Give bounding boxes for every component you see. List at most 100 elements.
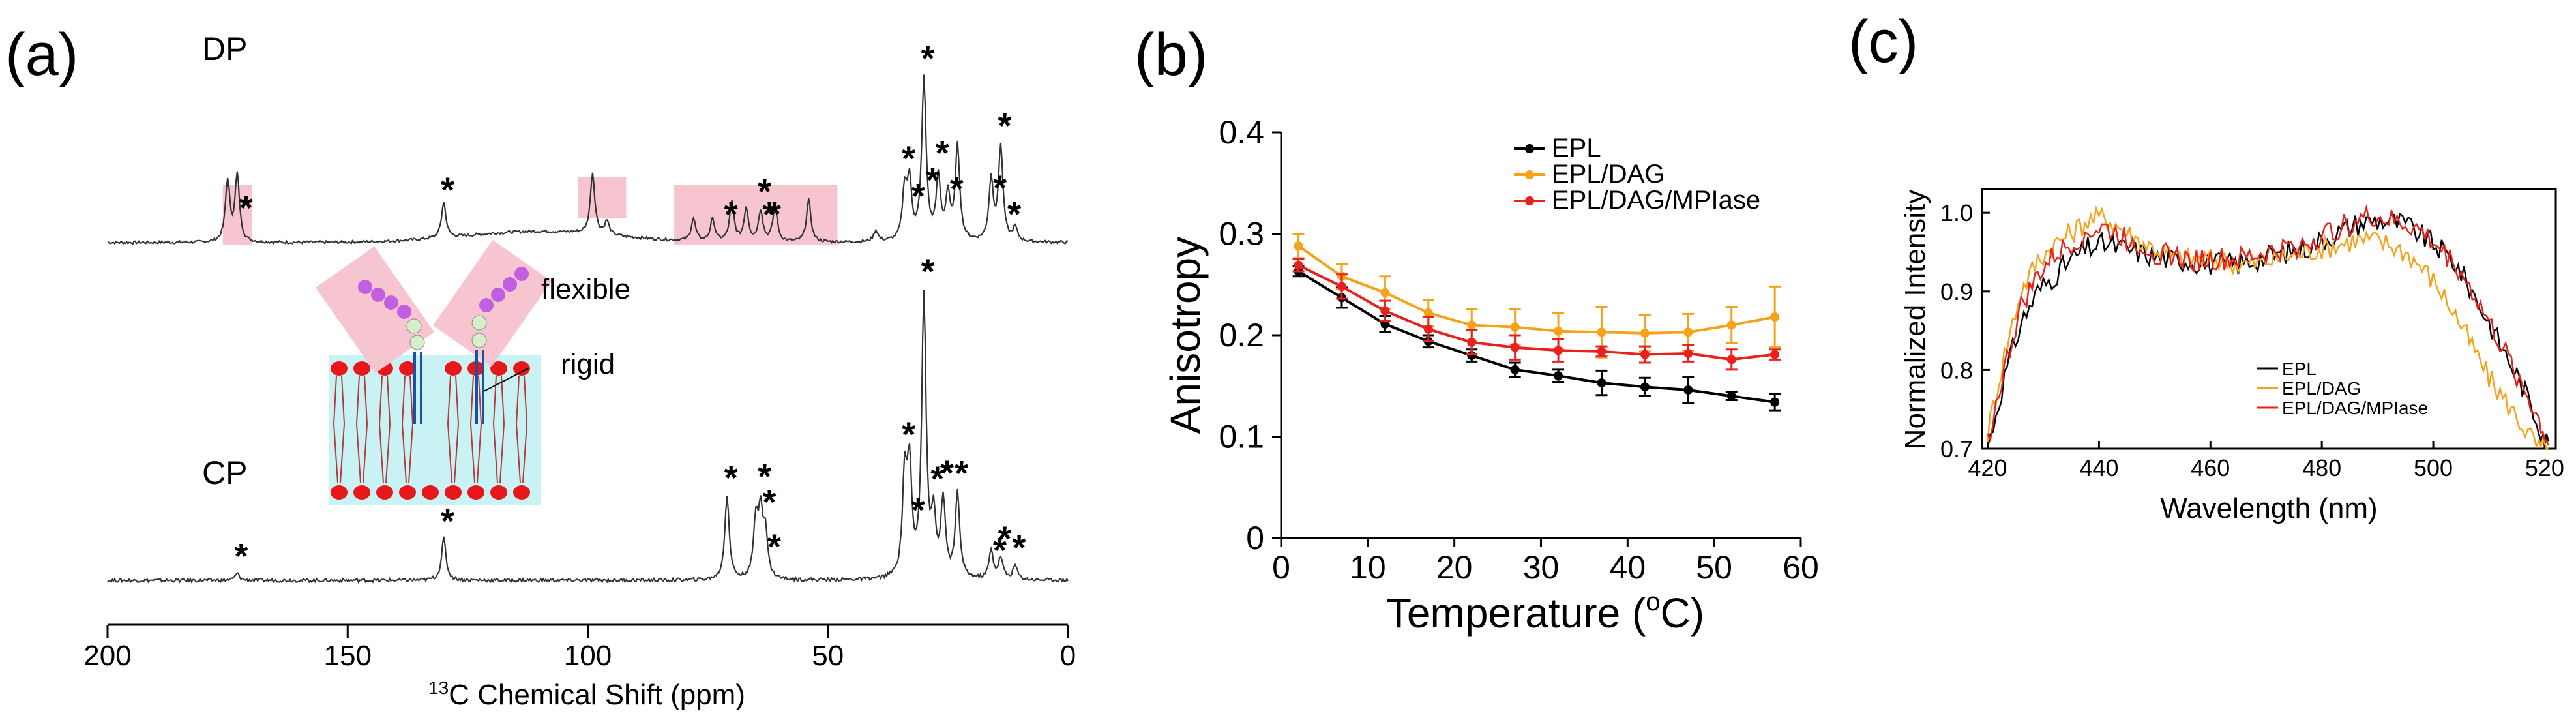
c-series-epl-dag-mpiase: [1987, 204, 2549, 445]
b-series-line: [1297, 263, 1775, 361]
b-data-point: [1380, 306, 1390, 316]
peak-star: *: [911, 490, 925, 530]
peak-star: *: [234, 537, 248, 576]
b-x-tick-label: 30: [1523, 549, 1560, 586]
b-y-tick-label: 0: [1246, 520, 1264, 556]
b-series-epl-dag: [1292, 233, 1781, 359]
lipid-head-top: [399, 361, 416, 376]
peak-star: *: [762, 483, 776, 522]
peak-star: *: [724, 195, 738, 234]
b-data-point: [1467, 351, 1477, 361]
peak-star: *: [921, 39, 935, 78]
lipid-tail-pair: [355, 375, 368, 483]
sugar-unit: [491, 288, 505, 302]
peak-star: *: [950, 170, 964, 209]
b-data-point: [1597, 378, 1606, 388]
rigid-pointer: [483, 368, 529, 392]
peak-star: *: [936, 134, 949, 173]
lipid-head-bottom: [331, 485, 348, 500]
b-x-axis-title: Temperature (oC): [1386, 588, 1704, 637]
b-data-point: [1640, 328, 1650, 338]
lipid-tail-pair: [492, 375, 505, 483]
c-y-tick-label: 0.8: [1940, 357, 1973, 383]
c-x-axis-title: Wavelength (nm): [2160, 492, 2377, 524]
b-y-tick-label: 0.1: [1219, 419, 1264, 455]
b-data-point: [1467, 320, 1477, 330]
peak-star: *: [758, 172, 771, 211]
peak-star: *: [239, 188, 253, 228]
b-data-point: [1294, 241, 1303, 251]
lipid-head-top: [513, 361, 530, 376]
cp-spectrum-trace: [107, 290, 1069, 584]
lipid-head-top: [353, 361, 370, 376]
b-x-tick-label: 10: [1350, 549, 1386, 586]
b-legend-label: EPL/DAG: [1552, 160, 1665, 188]
lipid-tail-pair: [401, 375, 414, 483]
lipid-head-bottom: [353, 485, 370, 500]
sugar-unit: [397, 305, 411, 319]
sugar-unit: [514, 267, 529, 281]
peak-star: *: [955, 454, 968, 493]
c-legend-label: EPL/DAG: [2282, 378, 2361, 398]
b-data-point: [1380, 288, 1390, 297]
b-data-point: [1423, 308, 1433, 318]
b-y-ticks: 0 0.1 0.2 0.3 0.4: [1219, 114, 1281, 556]
peak-star: *: [762, 195, 776, 234]
peak-markers: * *********** ****** ******** *** *: [234, 39, 1026, 576]
c-x-tick-label: 520: [2525, 455, 2564, 481]
b-x-ticks: 0 10 20 30 40 50 60: [1272, 538, 1819, 586]
b-data-point: [1554, 346, 1563, 355]
lipid-tail-pair: [333, 375, 346, 483]
peak-star: *: [1007, 194, 1021, 233]
peak-star: *: [767, 194, 781, 233]
b-data-point: [1554, 326, 1563, 336]
peak-star: *: [441, 502, 454, 541]
a-x-tick-label: 150: [324, 640, 372, 672]
peak-star: *: [926, 161, 940, 200]
b-data-point: [1683, 327, 1693, 337]
peak-star: *: [930, 459, 944, 498]
c-plot-frame: [1981, 188, 2557, 450]
peak-star: *: [724, 458, 738, 498]
b-legend-marker: [1525, 144, 1534, 153]
flexible-label: flexible: [541, 273, 630, 305]
c-y-ticks: 0.7 0.8 0.9 1.0: [1940, 200, 1990, 462]
peak-star: *: [993, 169, 1007, 208]
highlight-region: [222, 185, 252, 245]
b-data-point: [1597, 346, 1606, 356]
peak-star: *: [441, 170, 454, 209]
lipid-head-top: [490, 361, 507, 376]
b-data-point: [1683, 385, 1693, 395]
lipid-tail-pair: [515, 375, 528, 483]
b-x-tick-label: 20: [1436, 549, 1473, 586]
b-series-epl: [1292, 265, 1781, 412]
b-data-point: [1337, 282, 1346, 292]
c-y-tick-label: 0.9: [1940, 278, 1973, 305]
lipid-head-bottom: [399, 485, 416, 500]
b-data-point: [1423, 324, 1433, 334]
linker-unit: [406, 318, 422, 334]
flexible-highlight-left: [316, 246, 434, 374]
a-x-ticks: 200 150 100 50 0: [83, 625, 1076, 672]
b-data-point: [1770, 397, 1780, 407]
peak-star: *: [767, 528, 781, 567]
lipid-tail-pair: [447, 375, 460, 483]
b-data-point: [1294, 260, 1303, 270]
b-series-line: [1297, 270, 1775, 404]
linker-unit: [471, 333, 487, 348]
b-legend-marker: [1525, 196, 1534, 205]
c-x-ticks: 420 440 460 480 500 520: [1968, 441, 2564, 481]
peak-star: *: [911, 177, 925, 216]
b-data-point: [1640, 350, 1650, 359]
c-x-tick-label: 480: [2302, 455, 2341, 481]
peak-star: *: [998, 106, 1011, 145]
mpiase-molecule-right: [433, 239, 552, 424]
linker-unit: [471, 315, 487, 331]
b-legend-label: EPL: [1552, 134, 1601, 162]
highlight-region: [578, 177, 627, 218]
peak-star: *: [902, 415, 915, 454]
b-data-point: [1726, 320, 1736, 330]
lipid-tail-pair: [378, 375, 391, 483]
